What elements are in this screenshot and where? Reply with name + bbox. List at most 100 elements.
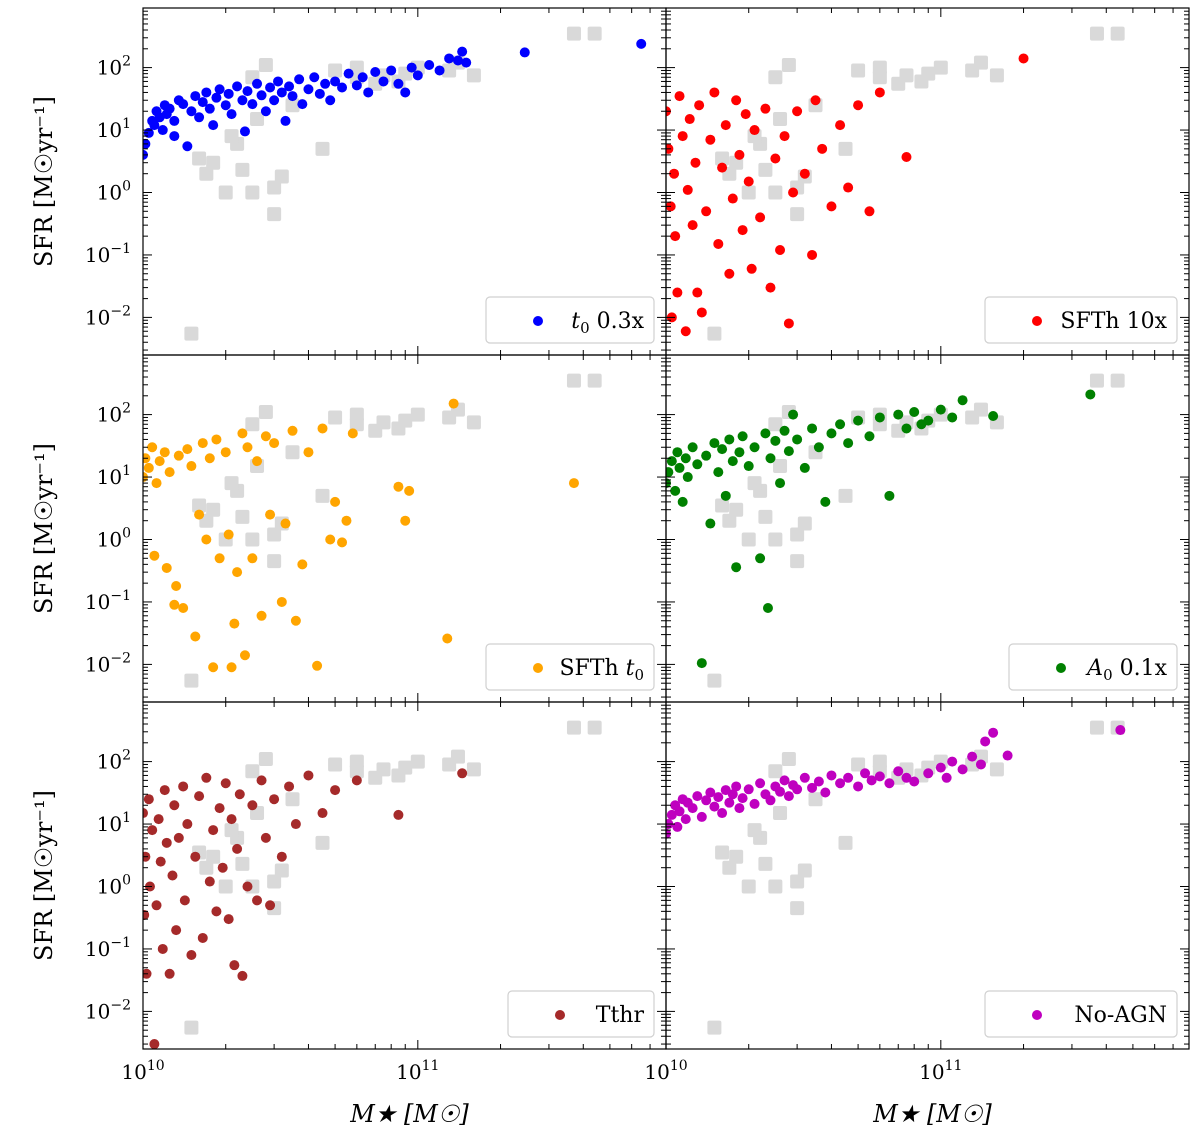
data-point <box>799 772 810 783</box>
data-point <box>1002 750 1013 761</box>
data-point <box>909 407 920 418</box>
reference-point <box>1089 26 1104 41</box>
reference-point <box>410 407 425 422</box>
data-point <box>337 537 348 548</box>
reference-point <box>267 207 282 222</box>
reference-point <box>466 762 481 777</box>
data-point <box>674 91 685 102</box>
reference-point <box>747 823 762 838</box>
data-point <box>157 943 168 954</box>
reference-point <box>768 879 783 894</box>
legend: t0 0.3x <box>485 296 655 344</box>
data-point <box>775 245 786 256</box>
data-point <box>190 851 201 862</box>
data-point <box>672 447 683 458</box>
data-point <box>923 768 934 779</box>
data-point <box>208 120 219 131</box>
data-point <box>709 801 720 812</box>
legend-box <box>485 296 655 344</box>
data-point <box>701 206 712 217</box>
data-point <box>232 843 243 854</box>
data-point <box>709 87 720 98</box>
data-point <box>229 960 240 971</box>
data-point <box>232 567 243 578</box>
reference-point <box>245 764 260 779</box>
reference-point <box>851 757 866 772</box>
legend-marker <box>533 663 543 673</box>
data-point <box>884 490 895 501</box>
data-point <box>204 103 215 114</box>
legend-box <box>485 643 655 691</box>
data-point <box>680 326 691 337</box>
data-point <box>256 610 267 621</box>
data-point <box>713 467 724 478</box>
data-point <box>153 814 164 825</box>
legend-label: t0 0.3x <box>571 309 644 337</box>
data-point <box>229 618 240 629</box>
data-point <box>727 456 738 467</box>
reference-point <box>790 527 805 542</box>
data-point <box>677 496 688 507</box>
data-point <box>273 76 284 87</box>
data-point <box>237 95 248 106</box>
data-point <box>194 112 205 123</box>
data-point <box>749 125 760 136</box>
data-point <box>303 447 314 458</box>
data-point <box>680 814 691 825</box>
data-point <box>1085 389 1096 400</box>
labels-layer: 10−2 10−1 100 101 102 10−2 10−1 100 101 102 10−2 10… <box>30 54 992 1128</box>
reference-point <box>758 856 773 871</box>
data-point <box>684 114 695 125</box>
reference-point <box>790 901 805 916</box>
reference-point <box>235 856 250 871</box>
data-point <box>687 442 698 453</box>
data-point <box>171 581 182 592</box>
reference-point <box>199 860 214 875</box>
legend-marker <box>1032 316 1042 326</box>
reference-point <box>1089 720 1104 735</box>
y-tick-label: 100 <box>97 872 131 898</box>
legend-box <box>984 296 1178 344</box>
reference-point <box>914 74 929 89</box>
reference-point <box>973 402 988 417</box>
data-point <box>677 131 688 142</box>
data-point <box>412 70 423 81</box>
y-tick-label: 102 <box>97 401 131 427</box>
data-point <box>901 772 912 783</box>
data-point <box>303 770 314 781</box>
data-point <box>749 442 760 453</box>
reference-point <box>838 141 853 156</box>
data-point <box>226 814 237 825</box>
data-point <box>164 103 175 114</box>
series-4 <box>143 768 468 1049</box>
reference-point <box>729 849 744 864</box>
data-point <box>799 462 810 473</box>
data-point <box>214 84 225 95</box>
data-point <box>204 453 215 464</box>
y-tick-label: 100 <box>97 178 131 204</box>
data-point <box>404 485 415 496</box>
data-point <box>223 88 234 99</box>
data-point <box>692 791 703 802</box>
data-point <box>957 764 968 775</box>
data-point <box>256 775 267 786</box>
reference-point <box>741 185 756 200</box>
reference-point <box>790 554 805 569</box>
reference-point <box>741 879 756 894</box>
reference-point <box>391 421 406 436</box>
data-point <box>167 870 178 881</box>
panel-5: No-AGN <box>665 701 1190 1050</box>
data-point <box>779 131 790 142</box>
legend-marker <box>1032 1010 1042 1020</box>
data-point <box>290 819 301 830</box>
reference-point <box>899 68 914 83</box>
reference-point <box>722 513 737 528</box>
data-point <box>190 631 201 642</box>
data-point <box>755 212 766 223</box>
reference-series <box>707 720 1125 1035</box>
data-point <box>737 431 748 442</box>
legend-box <box>984 990 1178 1038</box>
data-point <box>155 856 166 867</box>
data-point <box>265 900 276 911</box>
